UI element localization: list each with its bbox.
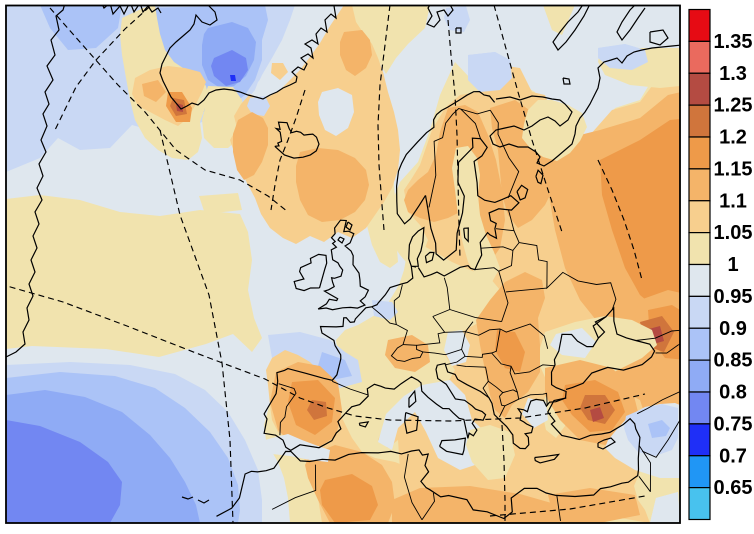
svg-text:0.7: 0.7 bbox=[719, 445, 747, 467]
svg-text:1.05: 1.05 bbox=[714, 222, 753, 244]
svg-text:0.9: 0.9 bbox=[719, 318, 747, 340]
svg-text:1.35: 1.35 bbox=[714, 31, 753, 53]
svg-text:1.2: 1.2 bbox=[719, 127, 747, 149]
svg-text:1.15: 1.15 bbox=[714, 159, 753, 181]
svg-text:0.75: 0.75 bbox=[714, 414, 753, 436]
svg-text:0.65: 0.65 bbox=[714, 477, 753, 499]
svg-text:1.1: 1.1 bbox=[719, 190, 747, 212]
svg-text:1.25: 1.25 bbox=[714, 95, 753, 117]
svg-text:1.3: 1.3 bbox=[719, 63, 747, 85]
svg-text:0.95: 0.95 bbox=[714, 286, 753, 308]
svg-text:0.8: 0.8 bbox=[719, 382, 747, 404]
svg-text:0.85: 0.85 bbox=[714, 350, 753, 372]
svg-text:1: 1 bbox=[727, 254, 738, 276]
